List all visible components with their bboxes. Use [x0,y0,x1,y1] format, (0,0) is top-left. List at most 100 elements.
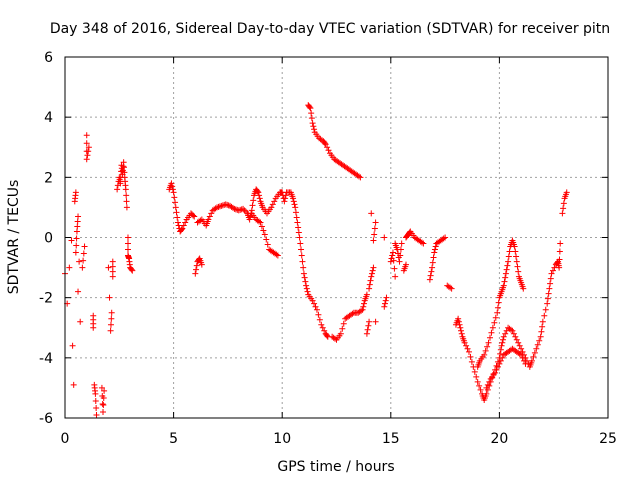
data-point [357,174,364,181]
data-point [366,285,373,292]
data-point [534,341,541,348]
data-point [457,324,464,331]
data-point [174,214,181,221]
data-point [169,186,176,193]
data-point [249,202,256,209]
data-point [247,213,254,220]
data-point [494,363,501,370]
chart-title: Day 348 of 2016, Sidereal Day-to-day VTE… [50,21,610,37]
data-point [502,270,509,277]
data-point [503,266,510,273]
data-point [198,261,205,268]
data-point [93,411,100,418]
data-point [488,329,495,336]
data-point [128,266,135,273]
data-point [485,339,492,346]
data-point [501,278,508,285]
data-point [484,343,491,350]
data-point [513,336,520,343]
data-point [560,200,567,207]
data-point [312,303,319,310]
data-point [368,210,375,217]
data-point [190,212,197,219]
data-point [510,330,517,337]
data-point [403,261,410,268]
data-point [482,347,489,354]
data-point [442,234,449,241]
data-point [397,252,404,259]
data-point [440,235,447,242]
data-point [237,206,244,213]
data-point [282,192,289,199]
data-point [232,206,239,213]
data-point [306,104,313,111]
data-point [447,284,454,291]
data-point [358,307,365,314]
data-point [316,316,323,323]
data-point [274,252,281,259]
data-point [495,299,502,306]
data-point [465,348,472,355]
data-point [390,257,397,264]
data-point [369,267,376,274]
data-point [72,189,79,196]
data-point [464,345,471,352]
data-point [297,240,304,247]
data-point [372,318,379,325]
data-point [172,204,179,211]
data-point [554,259,561,266]
data-point [499,354,506,361]
data-point [124,240,131,247]
data-point [365,322,372,329]
data-point [541,312,548,319]
data-point [547,275,554,282]
data-point [273,251,280,258]
data-point [496,360,503,367]
data-point [382,300,389,307]
data-point [489,324,496,331]
data-point [282,195,289,202]
data-point [514,263,521,270]
data-point [325,147,332,154]
data-point [340,320,347,327]
data-point [68,237,75,244]
data-point [366,318,373,325]
data-point [481,351,488,358]
data-point [73,235,80,242]
data-point [83,140,90,147]
data-point [518,345,525,352]
data-point [546,285,553,292]
y-tick-label: -6 [39,411,53,427]
data-point [468,358,475,365]
data-point [109,258,116,265]
data-point [544,300,551,307]
data-point [556,256,563,263]
data-point [431,246,438,253]
data-point [483,390,490,397]
data-point [505,258,512,265]
data-point [294,219,301,226]
data-point [557,240,564,247]
data-point [363,291,370,298]
data-point [80,257,87,264]
data-point [474,378,481,385]
data-point [504,262,511,269]
data-point [303,285,310,292]
data-point [429,259,436,266]
data-point [372,219,379,226]
data-point [513,258,520,265]
data-point [124,246,131,253]
data-point [363,330,370,337]
data-point [255,189,262,196]
data-point [497,357,504,364]
data-point [197,217,204,224]
data-point [309,297,316,304]
data-point [549,267,556,274]
data-point [473,373,480,380]
data-point [92,397,99,404]
y-tick-label: 0 [44,231,53,247]
data-point [324,332,331,339]
data-point [371,231,378,238]
data-point [101,387,108,394]
data-point [301,274,308,281]
